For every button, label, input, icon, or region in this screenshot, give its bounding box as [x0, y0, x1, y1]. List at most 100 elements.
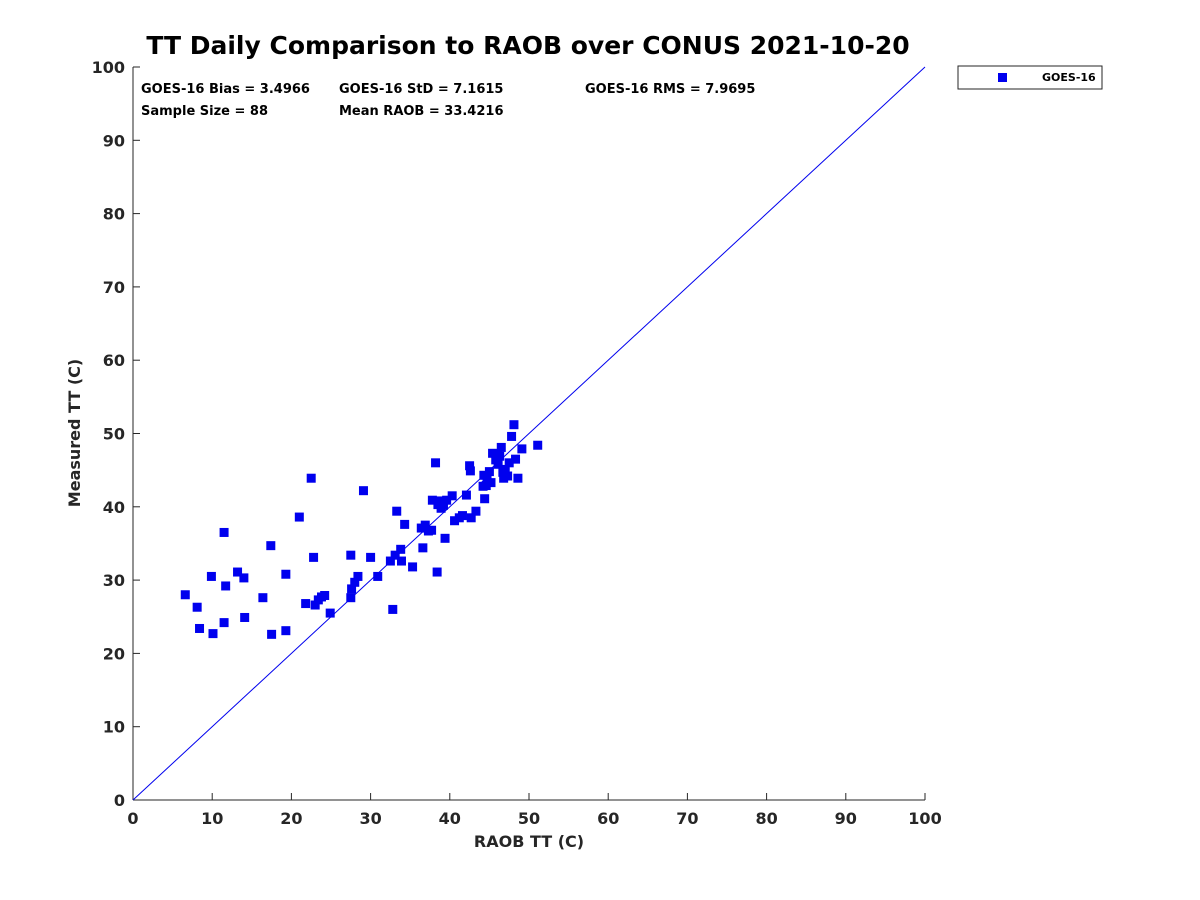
data-point — [233, 567, 243, 577]
data-point — [258, 593, 268, 603]
data-point — [408, 562, 418, 572]
data-point — [206, 571, 216, 581]
y-tick-label: 30 — [103, 571, 125, 590]
x-tick-label: 10 — [201, 809, 223, 828]
data-point — [440, 533, 450, 543]
data-point — [461, 490, 471, 500]
data-point — [484, 467, 494, 477]
y-axis-label: Measured TT (C) — [65, 359, 84, 507]
data-point — [466, 513, 476, 523]
x-tick-label: 80 — [755, 809, 777, 828]
data-point — [504, 458, 514, 468]
y-tick-label: 70 — [103, 278, 125, 297]
data-point — [482, 472, 492, 482]
data-point — [320, 590, 330, 600]
data-point — [480, 494, 490, 504]
data-point — [442, 495, 452, 505]
data-point — [353, 571, 363, 581]
data-point — [438, 500, 448, 510]
legend-box — [957, 65, 1103, 90]
data-point — [388, 604, 398, 614]
y-tick-label: 10 — [103, 718, 125, 737]
data-point — [513, 473, 523, 483]
data-point — [500, 464, 510, 474]
data-point — [239, 573, 249, 583]
x-tick-label: 60 — [597, 809, 619, 828]
data-point — [432, 567, 442, 577]
x-tick-label: 50 — [518, 809, 540, 828]
y-tick-label: 40 — [103, 498, 125, 517]
y-tick-label: 0 — [114, 791, 125, 810]
data-point — [471, 506, 481, 516]
data-point — [281, 569, 291, 579]
y-tick-label: 80 — [103, 205, 125, 224]
stat-text: GOES-16 Bias = 3.4966 — [141, 82, 310, 97]
y-tick-label: 50 — [103, 425, 125, 444]
data-point — [346, 593, 356, 603]
legend: GOES-16 — [957, 65, 1103, 90]
data-point — [266, 541, 276, 551]
x-tick-label: 30 — [359, 809, 381, 828]
one-to-one-line — [132, 66, 926, 801]
data-point — [347, 584, 357, 594]
data-point — [465, 466, 475, 476]
data-point — [366, 552, 376, 562]
data-point — [396, 544, 406, 554]
data-point — [208, 629, 218, 639]
data-point — [488, 448, 498, 458]
data-point — [507, 431, 517, 441]
data-point — [267, 629, 277, 639]
data-point — [240, 612, 250, 622]
data-point — [310, 600, 320, 610]
stat-text: Mean RAOB = 33.4216 — [339, 104, 504, 119]
data-point — [221, 581, 231, 591]
data-point — [431, 458, 441, 468]
data-point — [301, 599, 311, 609]
data-point — [533, 440, 543, 450]
stat-text: GOES-16 StD = 7.1615 — [339, 82, 503, 97]
x-axis-label: RAOB TT (C) — [474, 832, 584, 851]
x-tick-label: 40 — [439, 809, 461, 828]
x-tick-label: 20 — [280, 809, 302, 828]
stat-text: Sample Size = 88 — [141, 104, 268, 119]
data-point — [219, 618, 229, 628]
data-point — [465, 461, 475, 471]
data-point — [450, 516, 460, 526]
data-point — [325, 608, 335, 618]
chart-title: TT Daily Comparison to RAOB over CONUS 2… — [146, 31, 909, 60]
y-tick-label: 90 — [103, 131, 125, 150]
data-point — [427, 525, 437, 535]
data-point — [420, 520, 430, 530]
data-point — [219, 527, 229, 537]
data-point — [346, 550, 356, 560]
data-point — [281, 626, 291, 636]
data-point — [509, 420, 519, 430]
data-point — [481, 481, 491, 491]
plot-area: 0 10 20 30 40 50 60 70 80 90 100 0 10 20 30 40 50 60 70 80 9… — [92, 58, 942, 828]
y-tick-label: 60 — [103, 351, 125, 370]
y-tick-label: 20 — [103, 644, 125, 663]
data-point — [418, 543, 428, 553]
data-point — [192, 602, 202, 612]
data-point — [392, 506, 402, 516]
legend-marker — [998, 73, 1007, 82]
legend-label: GOES-16 — [1042, 71, 1096, 84]
data-point — [180, 590, 190, 600]
data-point — [492, 450, 502, 460]
data-point — [195, 623, 205, 633]
data-point — [511, 454, 521, 464]
x-tick-label: 70 — [676, 809, 698, 828]
data-point — [396, 556, 406, 566]
data-point — [496, 442, 506, 452]
data-point — [309, 552, 319, 562]
data-point — [350, 577, 360, 587]
data-point — [427, 495, 437, 505]
data-point — [447, 491, 457, 501]
data-point — [373, 571, 383, 581]
x-tick-label: 100 — [908, 809, 941, 828]
data-point — [457, 511, 467, 521]
data-point — [486, 478, 496, 488]
data-point — [517, 444, 527, 454]
data-point — [400, 519, 410, 529]
data-point — [385, 556, 395, 566]
